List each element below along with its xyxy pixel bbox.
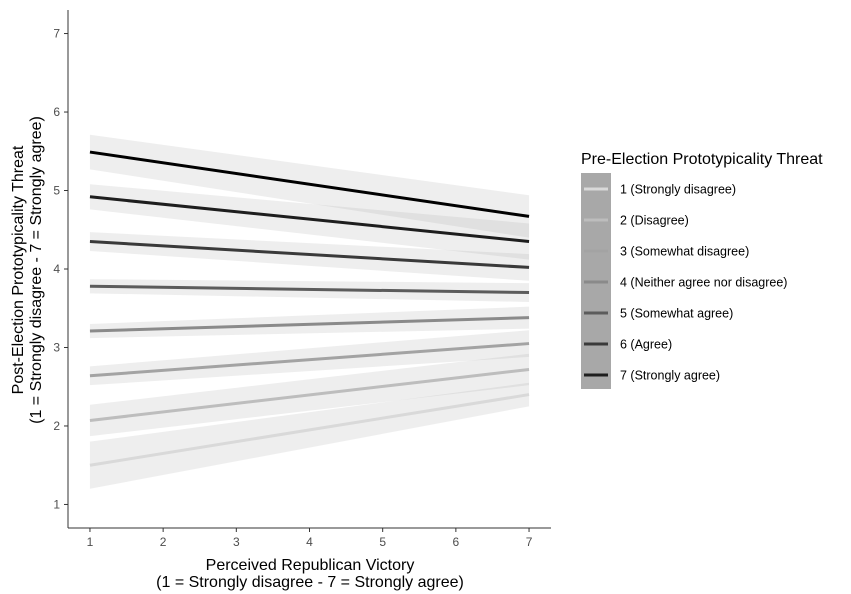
y-tick-label: 3 xyxy=(53,340,60,354)
legend-label: 4 (Neither agree nor disagree) xyxy=(620,276,787,290)
x-ticks: 1 2 3 4 5 6 7 xyxy=(87,528,533,549)
legend-label: 1 (Strongly disagree) xyxy=(620,183,736,197)
legend-label: 5 (Somewhat agree) xyxy=(620,307,733,321)
y-tick-label: 2 xyxy=(53,419,60,433)
confidence-band-1 xyxy=(89,382,530,489)
y-ticks: 1 2 3 4 5 6 7 xyxy=(53,27,68,511)
confidence-band-4 xyxy=(89,306,530,339)
x-tick-label: 6 xyxy=(453,535,460,549)
y-axis-title-line1: Post-Election Prototypicality Threat xyxy=(10,145,27,394)
x-axis-title-line2: (1 = Strongly disagree - 7 = Strongly ag… xyxy=(156,574,464,591)
x-tick-label: 7 xyxy=(526,535,533,549)
series-line-5 xyxy=(89,284,530,295)
x-tick-label: 1 xyxy=(87,535,94,549)
legend-label: 2 (Disagree) xyxy=(620,214,689,228)
x-tick-label: 2 xyxy=(160,535,167,549)
series-lines xyxy=(89,150,530,467)
y-axis-title-line2: (1 = Strongly disagree - 7 = Strongly ag… xyxy=(28,116,45,424)
series-line-4 xyxy=(89,316,530,333)
y-tick-label: 5 xyxy=(53,184,60,198)
y-tick-label: 1 xyxy=(53,497,60,511)
legend-label: 3 (Somewhat disagree) xyxy=(620,245,749,259)
legend-title: Pre-Election Prototypicality Threat xyxy=(581,151,823,168)
axes: 1 2 3 4 5 6 7 1 2 3 4 5 6 7 xyxy=(53,10,551,549)
legend-label: 7 (Strongly agree) xyxy=(620,369,720,383)
confidence-band-6 xyxy=(89,232,530,281)
x-tick-label: 5 xyxy=(379,535,386,549)
legend: Pre-Election Prototypicality Threat 1 (S… xyxy=(581,151,823,389)
series-line-8 xyxy=(89,150,530,218)
series-line-3 xyxy=(89,342,530,378)
x-tick-label: 3 xyxy=(233,535,240,549)
x-tick-label: 4 xyxy=(306,535,313,549)
confidence-bands xyxy=(89,134,530,489)
y-tick-label: 4 xyxy=(53,262,60,276)
series-line-7 xyxy=(89,195,530,244)
confidence-band-3 xyxy=(89,330,530,386)
y-tick-label: 7 xyxy=(53,27,60,41)
confidence-band-7 xyxy=(89,184,530,260)
legend-label: 6 (Agree) xyxy=(620,338,672,352)
y-tick-label: 6 xyxy=(53,105,60,119)
series-line-6 xyxy=(89,240,530,269)
legend-items: 1 (Strongly disagree) 2 (Disagree) 3 (Some… xyxy=(584,183,787,383)
series-line-2 xyxy=(89,367,530,422)
confidence-band-8 xyxy=(89,134,530,238)
series-line-1 xyxy=(89,393,530,467)
x-axis-title-line1: Perceived Republican Victory xyxy=(206,557,415,574)
